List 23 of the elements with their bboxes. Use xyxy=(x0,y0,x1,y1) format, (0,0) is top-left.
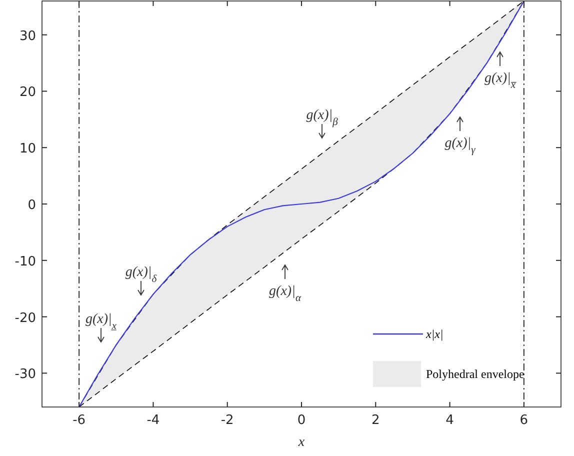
annotation: g(x)|$_{β}$ xyxy=(306,108,339,128)
y-tick-label: -10 xyxy=(14,254,36,270)
x-tick-label: -2 xyxy=(220,413,234,428)
y-tick-label: 20 xyxy=(19,85,36,100)
annotation: g(x)|$_{x̅}$ xyxy=(484,71,518,90)
y-tick-label: 30 xyxy=(19,28,36,44)
legend-label: Polyhedral envelope xyxy=(426,367,524,381)
x-tick-label: 2 xyxy=(372,413,380,428)
y-tick-label: 10 xyxy=(19,142,36,157)
y-tick-label: -20 xyxy=(14,310,36,326)
x-tick-label: 0 xyxy=(297,413,306,428)
annotation: g(x)|$_{γ}$ xyxy=(444,136,476,156)
annotation: g(x)|$_{δ}$ xyxy=(125,265,158,284)
x-tick-label: -6 xyxy=(72,413,86,428)
x-tick-label: -4 xyxy=(146,413,160,428)
x-tick-label: 6 xyxy=(520,413,528,428)
legend-label: x|x| xyxy=(425,327,444,341)
x-tick-label: 4 xyxy=(446,413,454,428)
annotation: g(x)|$_{α}$ xyxy=(269,284,302,304)
y-tick-label: -30 xyxy=(14,367,36,382)
y-tick-label: 0 xyxy=(28,198,36,213)
x-axis-title: x xyxy=(297,435,306,450)
annotation: g(x)|$_{x̲}$ xyxy=(85,312,117,332)
